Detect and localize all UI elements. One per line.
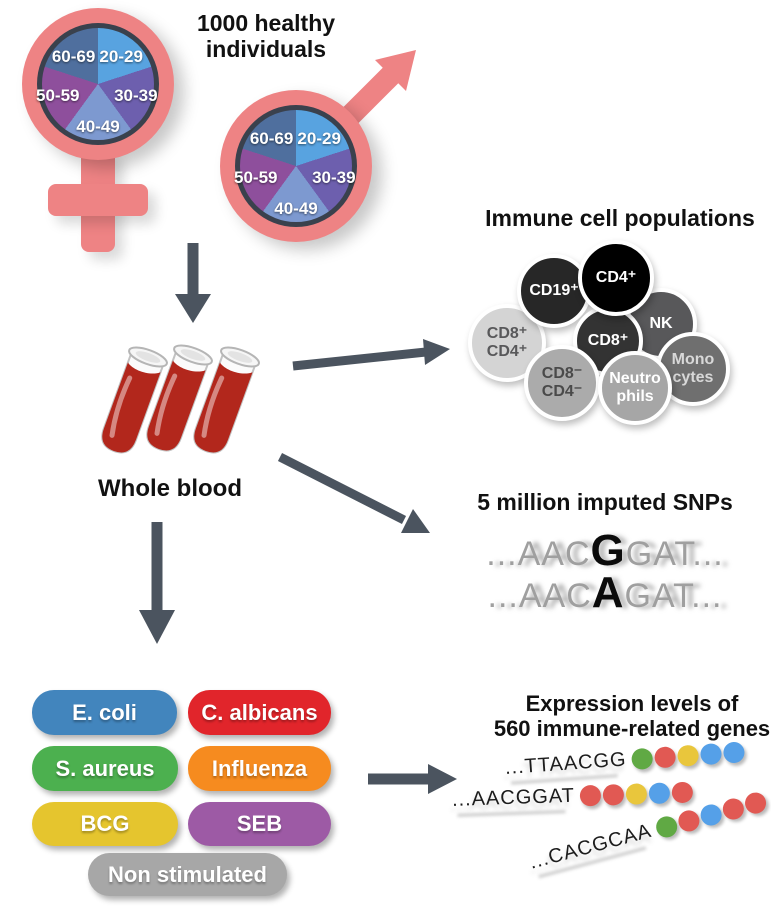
sequence-context: GAT... <box>624 577 723 615</box>
age-group-label: 40-49 <box>76 116 120 136</box>
sequence-context: ...AAC <box>487 577 592 615</box>
age-group-label: 50-59 <box>233 168 278 188</box>
cell-label: NK <box>649 315 673 332</box>
blue-expression-dot <box>722 741 746 764</box>
cell-label: cytes <box>672 369 714 386</box>
blue-expression-dot <box>699 742 723 766</box>
age-group-label: 60-69 <box>249 129 294 149</box>
expression-title-line1: Expression levels of <box>525 691 739 716</box>
cell-circle-cd4: CD4⁺ <box>578 240 654 316</box>
red-expression-dot <box>602 784 625 806</box>
headline-line2: individuals <box>205 36 327 62</box>
age-pie-chart <box>235 105 357 227</box>
blood-tube-icon <box>193 346 260 454</box>
yellow-expression-dot <box>625 783 648 805</box>
arrow-to-snps-icon <box>277 452 430 533</box>
expression-title: Expression levels of 560 immune-related … <box>472 691 771 741</box>
green-expression-dot <box>630 747 654 771</box>
age-group-label: 30-39 <box>312 168 356 188</box>
cell-label: CD19⁺ <box>529 282 579 299</box>
cell-label: CD8⁺ <box>486 325 528 342</box>
age-pie-chart <box>37 23 159 145</box>
headline: 1000 healthy individuals <box>151 10 381 62</box>
cell-label: CD4⁻ <box>541 383 583 400</box>
blood-tube-icon <box>146 344 213 452</box>
red-expression-dot <box>653 746 677 769</box>
age-group-label: 20-29 <box>99 47 143 67</box>
blood-tube-icon <box>101 346 168 454</box>
immune-populations-title: Immune cell populations <box>485 205 755 231</box>
snp-sequence-2: ...AACAGAT... <box>445 568 765 618</box>
snps-title: 5 million imputed SNPs <box>477 489 733 515</box>
headline-line1: 1000 healthy <box>196 10 336 36</box>
whole-blood-label: Whole blood <box>98 475 242 502</box>
expression-title-line2: 560 immune-related genes <box>493 716 771 741</box>
age-group-label: 40-49 <box>274 198 318 218</box>
arrow-to-expression-icon <box>368 764 457 794</box>
cell-label: Mono <box>671 351 715 368</box>
stimulus-pill-ecoli: E. coli <box>32 690 177 735</box>
blue-expression-dot <box>697 802 724 828</box>
yellow-expression-dot <box>676 744 700 767</box>
cell-label: Neutro <box>609 370 661 387</box>
cell-label: CD4⁺ <box>595 269 637 286</box>
green-expression-dot <box>653 814 680 840</box>
expression-dots <box>579 781 694 807</box>
arrow-to-stimuli-icon <box>139 522 175 644</box>
cell-label: CD4⁺ <box>486 343 528 360</box>
stimulus-pill-saureus: S. aureus <box>32 746 178 791</box>
snp-allele: A <box>591 568 625 617</box>
cell-label: CD8⁻ <box>541 365 583 382</box>
gene-sequence: ...AACGGAT <box>451 784 576 811</box>
stimulus-pill-influenza: Influenza <box>188 746 331 791</box>
arrow-to-immune-cells-icon <box>292 339 450 371</box>
cell-label: CD8⁺ <box>587 332 629 349</box>
stimulus-pill-seb: SEB <box>188 802 331 846</box>
down-arrow-icon <box>175 243 211 323</box>
age-group-label: 20-29 <box>297 129 341 149</box>
red-expression-dot <box>720 796 746 822</box>
female-age-pie: 20-29 30-39 40-49 50-59 60-69 <box>35 23 159 145</box>
female-symbol-crossbar <box>48 184 148 216</box>
snp-sequence-1: ...AACGGAT... <box>445 526 765 576</box>
red-expression-dot <box>579 784 602 807</box>
sequence-context: ...AAC <box>486 535 591 573</box>
red-expression-dot <box>671 781 694 804</box>
blue-expression-dot <box>648 782 671 805</box>
snp-allele: G <box>590 526 626 575</box>
stimulus-pill-nonstimulated: Non stimulated <box>88 853 287 896</box>
cell-circle-neutrophils: Neutro phils <box>598 351 672 425</box>
red-expression-dot <box>675 808 702 834</box>
age-group-label: 60-69 <box>51 47 96 67</box>
cell-circle-cd8neg-cd4neg: CD8⁻ CD4⁻ <box>524 345 600 421</box>
age-group-label: 50-59 <box>35 86 80 106</box>
male-age-pie: 20-29 30-39 40-49 50-59 60-69 <box>233 105 357 227</box>
stimulus-pill-calbicans: C. albicans <box>188 690 331 735</box>
cell-label: phils <box>616 388 654 405</box>
stimulus-pill-bcg: BCG <box>32 802 178 846</box>
sequence-context: GAT... <box>625 535 724 573</box>
age-group-label: 30-39 <box>114 86 158 106</box>
